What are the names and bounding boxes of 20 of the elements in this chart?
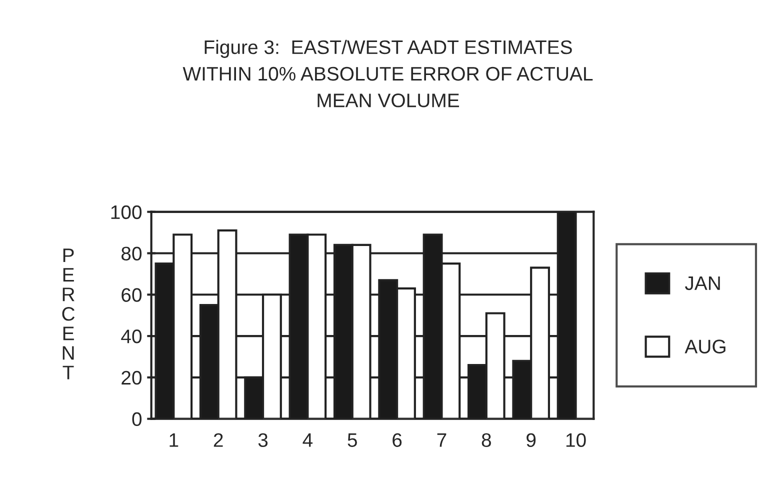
y-tick-label: 40 bbox=[121, 330, 142, 344]
x-tick-label: 1 bbox=[170, 433, 178, 447]
x-tick-label: 7 bbox=[437, 433, 446, 447]
x-tick-label: 9 bbox=[526, 433, 536, 447]
y-tick-label: 100 bbox=[111, 205, 142, 220]
x-tick-label: 4 bbox=[302, 433, 313, 447]
x-tick-label: 10 bbox=[566, 433, 586, 447]
x-tick-label: 6 bbox=[392, 433, 402, 447]
legend-label: AUG bbox=[684, 340, 726, 354]
y-tick-label: 60 bbox=[122, 288, 142, 302]
x-tick-label: 8 bbox=[482, 433, 491, 447]
legend-label: JAN bbox=[684, 276, 720, 290]
y-axis-title: PERCENT bbox=[62, 248, 75, 380]
x-tick-label: 3 bbox=[258, 433, 268, 447]
y-tick-label: 20 bbox=[122, 370, 142, 385]
y-tick-label: 0 bbox=[132, 412, 142, 426]
chart-title: Figure 3: EAST/WEST AADT ESTIMATES WITHIN 10% ABSOLUTE ERROR OF ACTUAL MEAN VOLUME bbox=[182, 40, 593, 108]
y-tick-label: 80 bbox=[122, 246, 142, 260]
x-tick-label: 5 bbox=[348, 433, 357, 447]
x-tick-label: 2 bbox=[214, 433, 223, 447]
